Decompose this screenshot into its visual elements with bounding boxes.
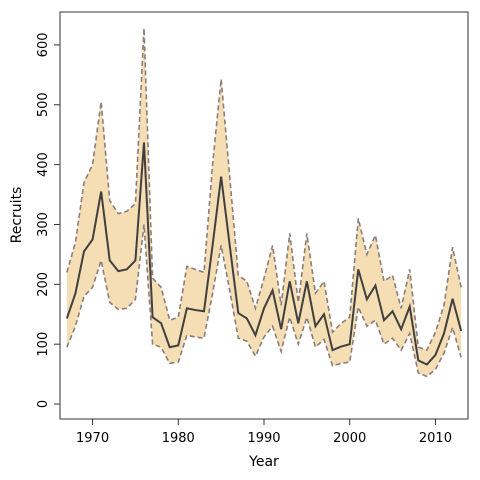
x-axis: 1970 1980 1990 2000 2010 [76, 419, 452, 446]
confidence-band [66, 28, 462, 377]
plot-area [65, 28, 463, 378]
y-tick-label: 200 [36, 272, 51, 297]
x-axis-title: Year [248, 454, 279, 470]
y-tick-label: 0 [36, 400, 51, 408]
x-tick-label: 1990 [247, 431, 280, 446]
upper-bound-line [66, 28, 462, 352]
y-axis-title: Recruits [9, 187, 25, 244]
x-tick-label: 1980 [162, 431, 195, 446]
y-axis: 0 100 200 300 400 500 600 [36, 33, 60, 408]
y-tick-label: 400 [36, 152, 51, 177]
x-tick-label: 2010 [419, 431, 452, 446]
median-line [65, 142, 463, 366]
y-tick-label: 100 [36, 332, 51, 357]
y-tick-label: 500 [36, 92, 51, 117]
y-tick-label: 300 [36, 212, 51, 237]
x-tick-label: 1970 [76, 431, 109, 446]
y-tick-label: 600 [36, 33, 51, 58]
x-tick-label: 2000 [333, 431, 366, 446]
lower-bound-line [66, 224, 462, 378]
